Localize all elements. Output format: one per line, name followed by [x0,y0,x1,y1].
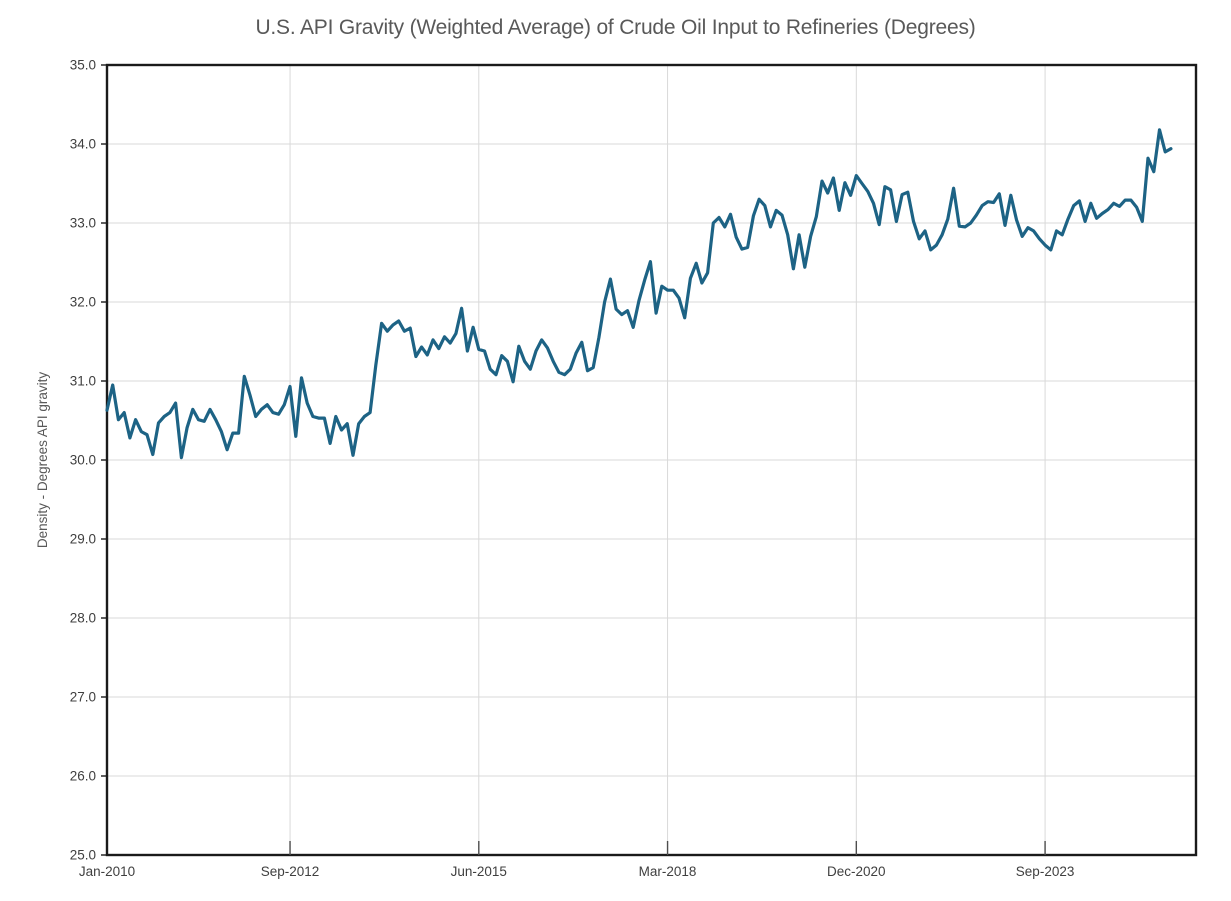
y-tick-label: 27.0 [70,690,96,705]
x-tick-label: Sep-2012 [261,864,320,879]
y-tick-label: 29.0 [70,532,96,547]
y-tick-label: 31.0 [70,374,96,389]
y-tick-label: 33.0 [70,216,96,231]
y-axis-title: Density - Degrees API gravity [35,372,50,549]
x-tick-label: Jun-2015 [451,864,507,879]
x-tick-label: Dec-2020 [827,864,886,879]
y-tick-label: 32.0 [70,295,96,310]
y-tick-label: 28.0 [70,611,96,626]
y-tick-label: 25.0 [70,848,96,863]
y-tick-label: 26.0 [70,769,96,784]
chart-title: U.S. API Gravity (Weighted Average) of C… [255,16,976,39]
x-tick-label: Mar-2018 [639,864,697,879]
x-tick-label: Sep-2023 [1016,864,1075,879]
y-tick-label: 30.0 [70,453,96,468]
x-tick-label: Jan-2010 [79,864,135,879]
api-gravity-series-line [105,128,1173,460]
y-tick-label: 34.0 [70,137,96,152]
y-tick-label: 35.0 [70,58,96,73]
